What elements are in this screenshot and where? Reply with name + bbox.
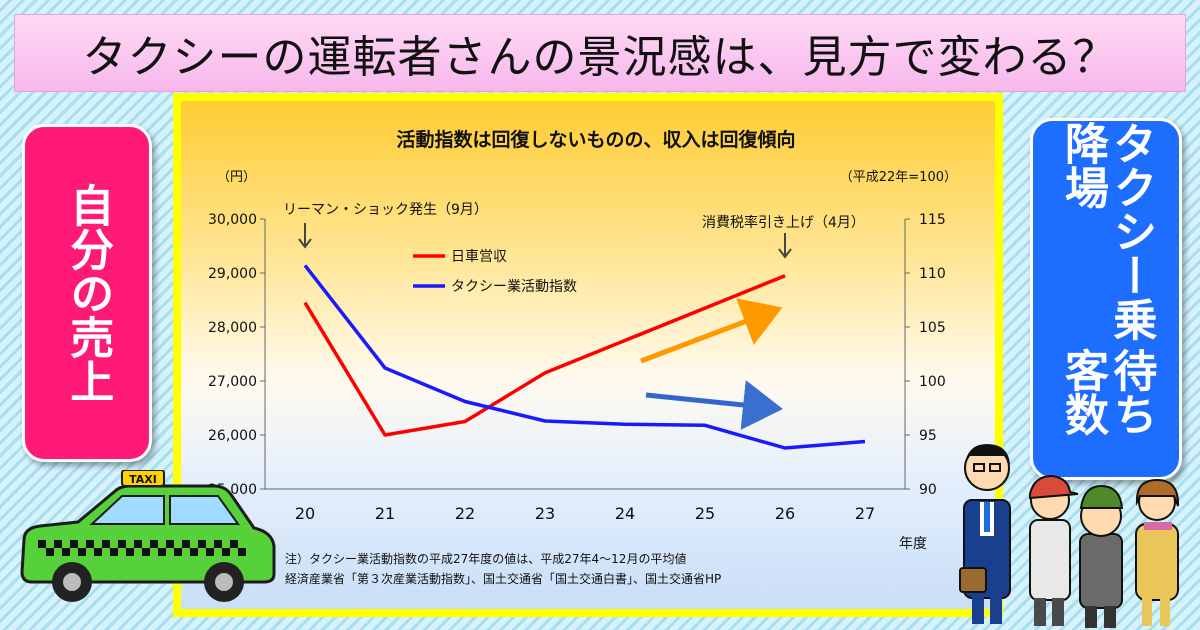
x-tick-label: 27 bbox=[855, 504, 875, 523]
chart-source: 経済産業省「第３次産業活動指数」、国土交通省「国土交通白書」、国土交通省HP bbox=[285, 572, 722, 586]
left-tick-label: 27,000 bbox=[208, 374, 257, 390]
trend-arrow-down bbox=[645, 380, 783, 430]
waiting-customers-label: 待ち客数 bbox=[1057, 347, 1157, 436]
people-illustration bbox=[959, 444, 1180, 628]
title-banner: タクシーの運転者さんの景況感は、見方で変わる？ bbox=[14, 14, 1186, 92]
left-tick-label: 28,000 bbox=[208, 320, 257, 336]
right-tick-label: 100 bbox=[919, 374, 946, 390]
own-sales-label: 自分の売上 bbox=[62, 183, 114, 403]
event-arrow-head bbox=[298, 238, 312, 249]
chart-title: 活動指数は回復しないものの、収入は回復傾向 bbox=[396, 128, 795, 151]
person-beanie-man bbox=[1079, 484, 1124, 628]
x-tick-label: 24 bbox=[615, 504, 635, 523]
own-sales-panel: 自分の売上 bbox=[22, 124, 152, 462]
right-tick-label: 105 bbox=[919, 320, 946, 336]
right-axis-unit: （平成22年=100） bbox=[840, 170, 957, 185]
x-tick-label: 22 bbox=[455, 504, 475, 523]
right-tick-label: 95 bbox=[919, 428, 937, 444]
legend-label: タクシー業活動指数 bbox=[451, 279, 577, 295]
x-tick-label: 26 bbox=[775, 504, 795, 523]
x-tick-label: 20 bbox=[295, 504, 315, 523]
right-tick-label: 110 bbox=[919, 266, 946, 282]
x-axis-label: 年度 bbox=[899, 536, 927, 552]
taxi-stand-label: タクシー乗降場 bbox=[1057, 121, 1157, 341]
x-tick-label: 25 bbox=[695, 504, 715, 523]
x-tick-label: 23 bbox=[535, 504, 555, 523]
chart-note: 注）タクシー業活動指数の平成27年度の値は、平成27年4～12月の平均値 bbox=[285, 552, 687, 566]
annotation-tax: 消費税率引き上げ（4月） bbox=[702, 214, 865, 231]
event-arrow-head bbox=[778, 248, 792, 259]
taxi-sign-text: TAXI bbox=[129, 473, 157, 486]
trend-arrow-up bbox=[640, 298, 783, 364]
right-tick-label: 90 bbox=[919, 482, 937, 498]
left-tick-label: 30,000 bbox=[208, 212, 257, 228]
person-woman bbox=[1135, 478, 1180, 626]
page-title: タクシーの運転者さんの景況感は、見方で変わる？ bbox=[82, 32, 1118, 83]
person-businessman bbox=[959, 444, 1011, 624]
left-tick-label: 29,000 bbox=[208, 266, 257, 282]
annotation-lehman: リーマン・ショック発生（9月） bbox=[283, 202, 488, 218]
series-line bbox=[303, 274, 786, 437]
left-axis-unit: （円） bbox=[217, 170, 256, 185]
x-tick-label: 21 bbox=[375, 504, 395, 523]
taxi-stand-panel: タクシー乗降場 待ち客数 bbox=[1030, 118, 1182, 480]
series-line bbox=[303, 264, 866, 450]
legend-label: 日車営収 bbox=[451, 248, 507, 265]
left-tick-label: 26,000 bbox=[208, 428, 257, 444]
chart-frame: 活動指数は回復しないものの、収入は回復傾向 （円） （平成22年=100） リー… bbox=[173, 93, 1003, 617]
chart-panel: 活動指数は回復しないものの、収入は回復傾向 （円） （平成22年=100） リー… bbox=[181, 101, 995, 609]
taxi-illustration: TAXI bbox=[20, 470, 276, 602]
right-tick-label: 115 bbox=[919, 212, 946, 228]
person-cap-man bbox=[1029, 474, 1079, 626]
line-chart: 活動指数は回復しないものの、収入は回復傾向 （円） （平成22年=100） リー… bbox=[208, 128, 957, 552]
